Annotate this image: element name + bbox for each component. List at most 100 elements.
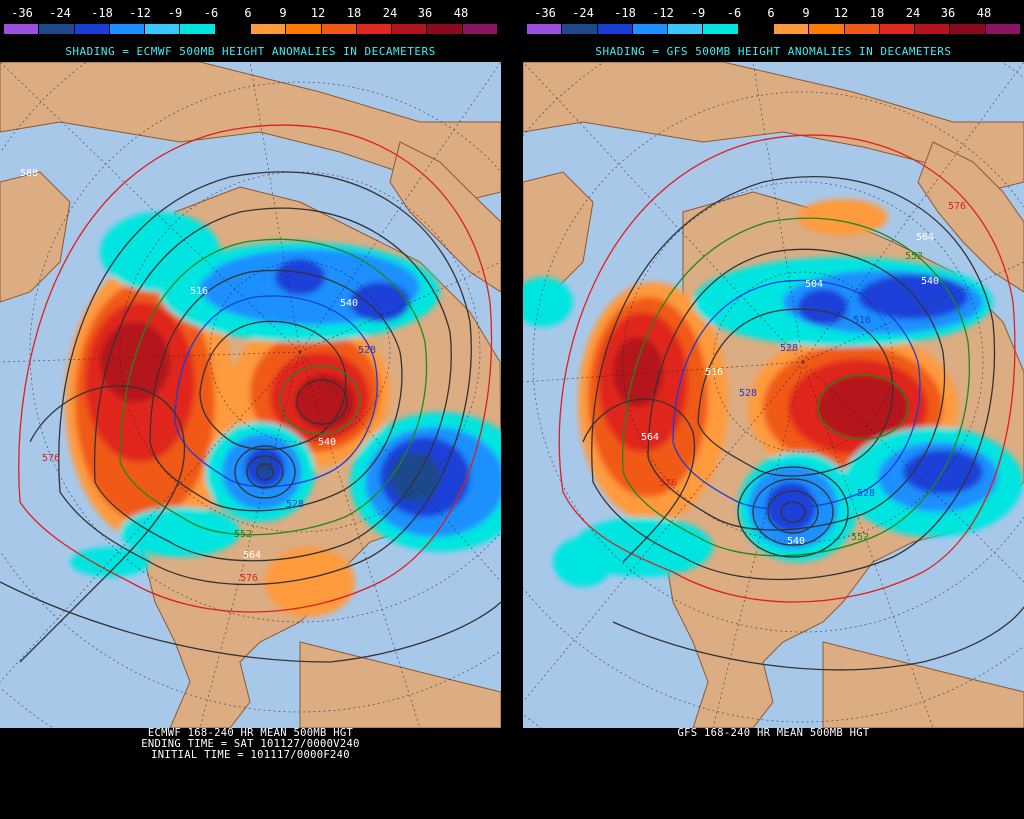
- legend-label: 6: [244, 6, 252, 20]
- contour-label: 552: [905, 251, 923, 262]
- legend-swatch: [703, 24, 739, 34]
- contour-label: 576: [240, 573, 258, 584]
- legend-swatch: [180, 24, 216, 34]
- legend-label: -12: [652, 6, 674, 20]
- contour-labels: 576 564 552 540 504 516 528 528 540 552 …: [641, 201, 966, 547]
- footer: GFS 168-240 HR MEAN 500MB HGT: [523, 728, 1024, 819]
- legend-swatch: [215, 24, 251, 34]
- legend-swatch: [286, 24, 322, 34]
- contour-label: 576: [42, 453, 60, 464]
- legend-label: -9: [167, 6, 183, 20]
- legend-swatch: [250, 24, 287, 34]
- contour-label: 540: [921, 276, 939, 287]
- contour-label: 516: [705, 367, 723, 378]
- shading-title: SHADING = GFS 500MB HEIGHT ANOMALIES IN …: [595, 45, 952, 58]
- contour-label: 540: [787, 536, 805, 547]
- legend-swatch: [738, 24, 774, 34]
- contour-label: 516: [190, 286, 208, 297]
- legend-swatch: [462, 24, 498, 34]
- contour-label: 552: [234, 529, 252, 540]
- legend-label: 9: [279, 6, 287, 20]
- legend-label: -6: [726, 6, 742, 20]
- footer-line: ENDING TIME = SAT 101127/0000V240: [141, 738, 360, 750]
- legend-swatch: [145, 24, 181, 34]
- legend-swatch: [321, 24, 357, 34]
- legend-swatch: [597, 24, 633, 34]
- legend-swatch: [392, 24, 428, 34]
- legend-label: 6: [767, 6, 775, 20]
- contour-label: 576: [659, 478, 677, 489]
- footer: ECMWF 168-240 HR MEAN 500MB HGT ENDING T…: [0, 728, 501, 819]
- legend-swatch: [950, 24, 986, 34]
- graticule: [0, 62, 501, 728]
- shading-title: SHADING = ECMWF 500MB HEIGHT ANOMALIES I…: [65, 45, 436, 58]
- contour-label: 564: [916, 232, 934, 243]
- contour-label: 576: [948, 201, 966, 212]
- legend-labels: -36 -24 -18 -12 -9 -6 6 9 12 18 24 36 48: [523, 6, 1024, 20]
- legend-swatch: [562, 24, 598, 34]
- legend-label: -18: [91, 6, 113, 20]
- legend-label: -6: [203, 6, 219, 20]
- ecmwf-map: 588 516 528 540 528 540 552 564 576 576: [0, 62, 501, 728]
- legend-swatch: [427, 24, 463, 34]
- legend-swatch: [356, 24, 393, 34]
- legend-label: 48: [453, 6, 469, 20]
- footer-line: ECMWF 168-240 HR MEAN 500MB HGT: [147, 727, 354, 739]
- legend-swatch: [809, 24, 845, 34]
- legend-label: 12: [833, 6, 849, 20]
- contour-label: 504: [805, 279, 823, 290]
- contour-label: 564: [641, 432, 659, 443]
- contour-label: 552: [851, 532, 869, 543]
- footer-line: INITIAL TIME = 101117/0000F240: [151, 749, 350, 761]
- color-legend: [527, 24, 1021, 34]
- legend-swatch: [109, 24, 146, 34]
- contour-label: 528: [739, 388, 757, 399]
- contour-label: 528: [286, 499, 304, 510]
- legend-label: -36: [534, 6, 556, 20]
- legend-label: 48: [976, 6, 992, 20]
- legend-label: 36: [417, 6, 433, 20]
- legend-label: 24: [382, 6, 398, 20]
- legend-swatch: [879, 24, 916, 34]
- legend-swatch: [915, 24, 951, 34]
- contour-label: 588: [20, 168, 38, 179]
- legend-swatch: [985, 24, 1021, 34]
- legend-label: 9: [802, 6, 810, 20]
- contour-label: 516: [853, 315, 871, 326]
- contour-label: 564: [243, 550, 261, 561]
- legend-label: -24: [49, 6, 71, 20]
- height-contours: [0, 124, 501, 663]
- gfs-map: 576 564 552 540 504 516 528 528 540 552 …: [523, 62, 1024, 728]
- legend-label: 12: [310, 6, 326, 20]
- legend-label: -12: [129, 6, 151, 20]
- legend-swatch: [668, 24, 704, 34]
- legend-label: -9: [690, 6, 706, 20]
- legend-swatch: [39, 24, 75, 34]
- legend-swatch: [4, 24, 40, 34]
- legend-swatch: [527, 24, 563, 34]
- legend-swatch: [74, 24, 110, 34]
- contour-labels: 588 516 528 540 528 540 552 564 576 576: [20, 168, 376, 584]
- anomaly-shading: [523, 199, 1023, 587]
- legend-label: -24: [572, 6, 594, 20]
- height-contours: [558, 134, 1024, 671]
- contour-label: 528: [358, 345, 376, 356]
- color-legend: [4, 24, 498, 34]
- panel-divider: [501, 0, 523, 819]
- footer-line: GFS 168-240 HR MEAN 500MB HGT: [677, 727, 870, 739]
- legend-label: -18: [614, 6, 636, 20]
- legend-label: 18: [869, 6, 885, 20]
- legend-label: 18: [346, 6, 362, 20]
- gfs-panel: -36 -24 -18 -12 -9 -6 6 9 12 18 24 36 48…: [523, 0, 1024, 819]
- legend-swatch: [844, 24, 880, 34]
- contour-label: 540: [318, 437, 336, 448]
- legend-label: 24: [905, 6, 921, 20]
- anomaly-shading: [65, 212, 501, 617]
- contour-label: 528: [780, 343, 798, 354]
- ecmwf-panel: -36 -24 -18 -12 -9 -6 6 9 12 18 24 36 48…: [0, 0, 501, 819]
- legend-labels: -36 -24 -18 -12 -9 -6 6 9 12 18 24 36 48: [0, 6, 501, 20]
- contour-label: 528: [857, 488, 875, 499]
- legend-label: 36: [940, 6, 956, 20]
- legend-swatch: [773, 24, 810, 34]
- contour-label: 540: [340, 298, 358, 309]
